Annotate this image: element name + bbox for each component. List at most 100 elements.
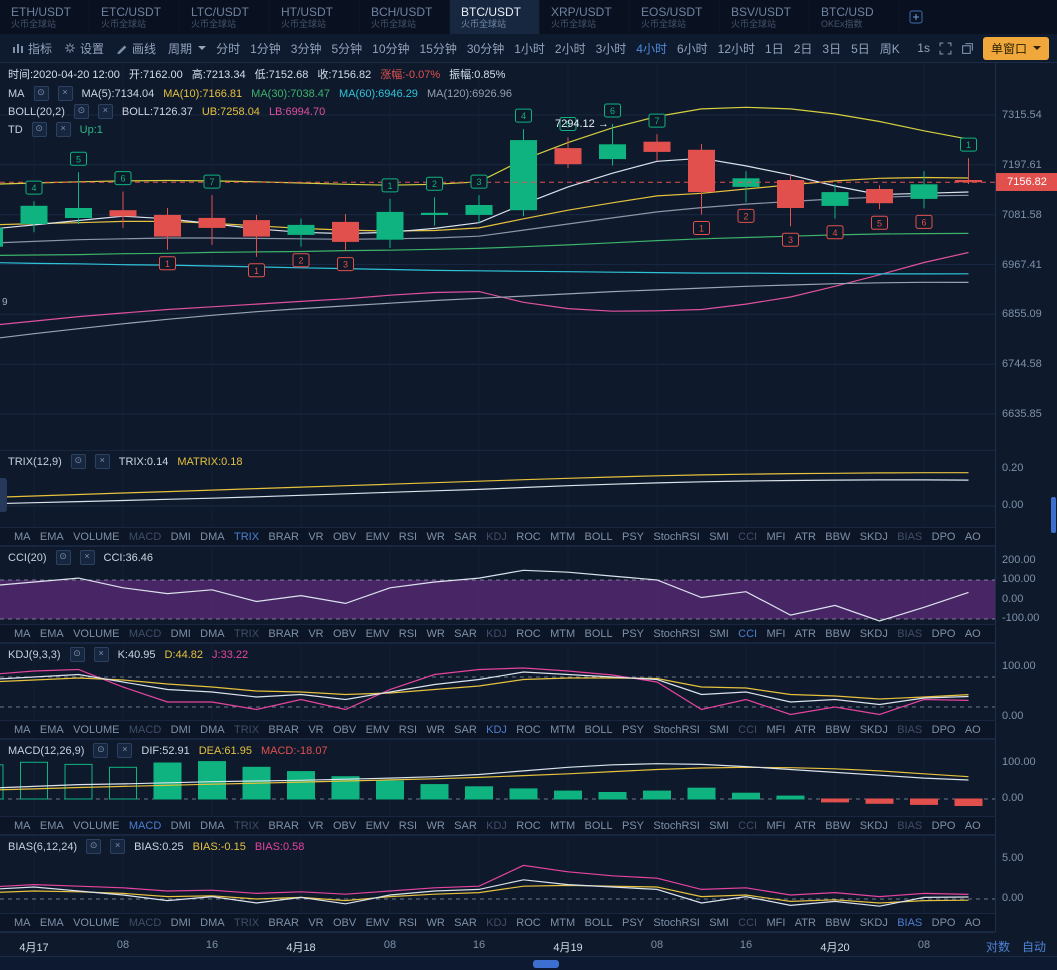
indicator-tab-brar[interactable]: BRAR — [268, 627, 299, 640]
pair-tab-btc-usd[interactable]: BTC/USD OKEx指数 — [810, 0, 900, 34]
indicator-tab-vr[interactable]: VR — [308, 530, 324, 543]
indicator-tab-skdj[interactable]: SKDJ — [859, 723, 888, 736]
timeframe-1分钟[interactable]: 1分钟 — [250, 41, 281, 56]
indicator-tab-vr[interactable]: VR — [308, 916, 324, 929]
indicator-tab-wr[interactable]: WR — [426, 627, 445, 640]
timeframe-4小时[interactable]: 4小时 — [636, 41, 667, 56]
close-icon[interactable]: × — [110, 839, 126, 854]
indicator-tab-ma[interactable]: MA — [14, 723, 31, 736]
indicator-tab-dpo[interactable]: DPO — [931, 530, 956, 543]
indicator-tab-emv[interactable]: EMV — [365, 819, 390, 832]
indicator-tab-bbw[interactable]: BBW — [825, 819, 851, 832]
settings-icon[interactable]: ⊙ — [55, 550, 71, 565]
indicator-tab-mfi[interactable]: MFI — [766, 916, 786, 929]
indicator-tab-dma[interactable]: DMA — [200, 819, 225, 832]
indicator-tab-sar[interactable]: SAR — [454, 627, 477, 640]
indicator-tab-mtm[interactable]: MTM — [550, 530, 576, 543]
timeframe-2日[interactable]: 2日 — [793, 41, 813, 56]
indicator-tab-macd[interactable]: MACD — [128, 723, 162, 736]
indicator-tab-brar[interactable]: BRAR — [268, 530, 299, 543]
close-icon[interactable]: × — [93, 647, 109, 662]
refresh-speed[interactable]: 1s — [917, 41, 930, 55]
indicator-tab-stochrsi[interactable]: StochRSI — [653, 819, 700, 832]
indicator-tab-smi[interactable]: SMI — [709, 819, 729, 832]
indicator-tab-stochrsi[interactable]: StochRSI — [653, 530, 700, 543]
indicator-tab-dpo[interactable]: DPO — [931, 916, 956, 929]
window-mode-button[interactable]: 单窗口 — [982, 36, 1049, 60]
settings-icon[interactable]: ⊙ — [33, 86, 49, 101]
indicator-tab-dma[interactable]: DMA — [200, 916, 225, 929]
indicator-tab-bbw[interactable]: BBW — [825, 916, 851, 929]
cci-panel[interactable]: CCI(20) ⊙ × CCI:36.46 — [0, 546, 995, 625]
kdj-panel[interactable]: KDJ(9,3,3) ⊙ × K:40.95 D:44.82 J:33.22 — [0, 643, 995, 721]
indicator-tab-skdj[interactable]: SKDJ — [859, 819, 888, 832]
indicator-tab-mfi[interactable]: MFI — [766, 530, 786, 543]
indicator-tab-kdj[interactable]: KDJ — [486, 819, 507, 832]
indicator-tab-dmi[interactable]: DMI — [170, 627, 191, 640]
indicator-tab-ema[interactable]: EMA — [39, 723, 64, 736]
collapse-handle[interactable] — [0, 478, 7, 512]
close-icon[interactable]: × — [79, 550, 95, 565]
indicator-tab-roc[interactable]: ROC — [516, 627, 541, 640]
indicator-tab-mtm[interactable]: MTM — [550, 723, 576, 736]
timeframe-10分钟[interactable]: 10分钟 — [372, 41, 410, 56]
indicator-tab-wr[interactable]: WR — [426, 819, 445, 832]
indicator-tab-mtm[interactable]: MTM — [550, 916, 576, 929]
indicator-tab-macd[interactable]: MACD — [128, 627, 162, 640]
indicator-tab-brar[interactable]: BRAR — [268, 723, 299, 736]
indicator-tab-bias[interactable]: BIAS — [897, 627, 923, 640]
indicator-tab-macd[interactable]: MACD — [128, 819, 162, 832]
indicator-tab-bbw[interactable]: BBW — [825, 723, 851, 736]
indicator-tab-trix[interactable]: TRIX — [233, 627, 260, 640]
indicator-tab-obv[interactable]: OBV — [332, 530, 357, 543]
indicator-tab-ema[interactable]: EMA — [39, 627, 64, 640]
indicator-tab-ao[interactable]: AO — [964, 530, 981, 543]
indicator-tab-bbw[interactable]: BBW — [825, 530, 851, 543]
indicator-tab-dma[interactable]: DMA — [200, 723, 225, 736]
indicator-tab-volume[interactable]: VOLUME — [73, 530, 120, 543]
indicator-tab-psy[interactable]: PSY — [622, 916, 645, 929]
macd-panel[interactable]: MACD(12,26,9) ⊙ × DIF:52.91 DEA:61.95 MACD:-1… — [0, 739, 995, 817]
settings-icon[interactable]: ⊙ — [31, 122, 47, 137]
indicator-tab-atr[interactable]: ATR — [794, 819, 816, 832]
indicator-tab-kdj[interactable]: KDJ — [486, 723, 507, 736]
indicator-tab-macd[interactable]: MACD — [128, 916, 162, 929]
indicator-tab-boll[interactable]: BOLL — [584, 916, 613, 929]
indicator-tab-boll[interactable]: BOLL — [584, 819, 613, 832]
pair-tab-eos-usdt[interactable]: EOS/USDT 火币全球站 — [630, 0, 720, 34]
indicator-tab-emv[interactable]: EMV — [365, 723, 390, 736]
horizontal-scrollbar[interactable] — [0, 956, 1057, 970]
indicator-tab-bias[interactable]: BIAS — [897, 916, 923, 929]
indicator-tab-trix[interactable]: TRIX — [233, 819, 260, 832]
vertical-scrollbar-handle[interactable] — [1051, 497, 1056, 533]
indicator-tab-mfi[interactable]: MFI — [766, 819, 786, 832]
indicator-tab-stochrsi[interactable]: StochRSI — [653, 627, 700, 640]
indicator-tab-psy[interactable]: PSY — [622, 819, 645, 832]
indicator-tab-bias[interactable]: BIAS — [897, 723, 923, 736]
timeframe-3日[interactable]: 3日 — [822, 41, 842, 56]
indicator-tab-boll[interactable]: BOLL — [584, 530, 613, 543]
indicator-tab-rsi[interactable]: RSI — [398, 916, 418, 929]
indicator-tab-emv[interactable]: EMV — [365, 916, 390, 929]
indicator-tab-ao[interactable]: AO — [964, 627, 981, 640]
indicator-tab-smi[interactable]: SMI — [709, 530, 729, 543]
indicator-tab-smi[interactable]: SMI — [709, 627, 729, 640]
indicator-tab-dma[interactable]: DMA — [200, 530, 225, 543]
indicator-tab-obv[interactable]: OBV — [332, 819, 357, 832]
timeframe-5日[interactable]: 5日 — [851, 41, 870, 56]
indicator-tab-roc[interactable]: ROC — [516, 819, 541, 832]
indicator-tab-mfi[interactable]: MFI — [766, 627, 786, 640]
indicator-tab-kdj[interactable]: KDJ — [486, 916, 507, 929]
indicator-tab-wr[interactable]: WR — [426, 530, 445, 543]
pair-tab-etc-usdt[interactable]: ETC/USDT 火币全球站 — [90, 0, 180, 34]
pair-tab-ltc-usdt[interactable]: LTC/USDT 火币全球站 — [180, 0, 270, 34]
indicator-tab-cci[interactable]: CCI — [738, 530, 758, 543]
indicator-tab-smi[interactable]: SMI — [709, 723, 729, 736]
indicator-tab-dpo[interactable]: DPO — [931, 627, 956, 640]
indicator-tab-dmi[interactable]: DMI — [170, 819, 191, 832]
bias-panel[interactable]: BIAS(6,12,24) ⊙ × BIAS:0.25 BIAS:-0.15 BIAS:0… — [0, 835, 995, 914]
close-icon[interactable]: × — [97, 104, 113, 119]
pair-tab-eth-usdt[interactable]: ETH/USDT 火币全球站 — [0, 0, 90, 34]
indicator-tab-obv[interactable]: OBV — [332, 627, 357, 640]
indicator-tab-dpo[interactable]: DPO — [931, 723, 956, 736]
